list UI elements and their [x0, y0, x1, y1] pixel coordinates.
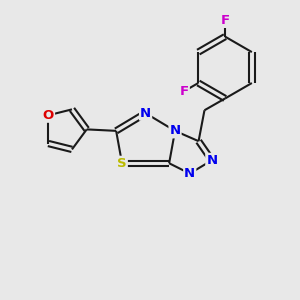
Text: N: N	[184, 167, 195, 180]
Text: O: O	[43, 109, 54, 122]
Text: N: N	[169, 124, 181, 137]
Text: F: F	[220, 14, 230, 27]
Text: S: S	[117, 157, 127, 170]
Text: N: N	[206, 154, 218, 167]
Text: F: F	[180, 85, 189, 98]
Text: N: N	[140, 107, 151, 120]
